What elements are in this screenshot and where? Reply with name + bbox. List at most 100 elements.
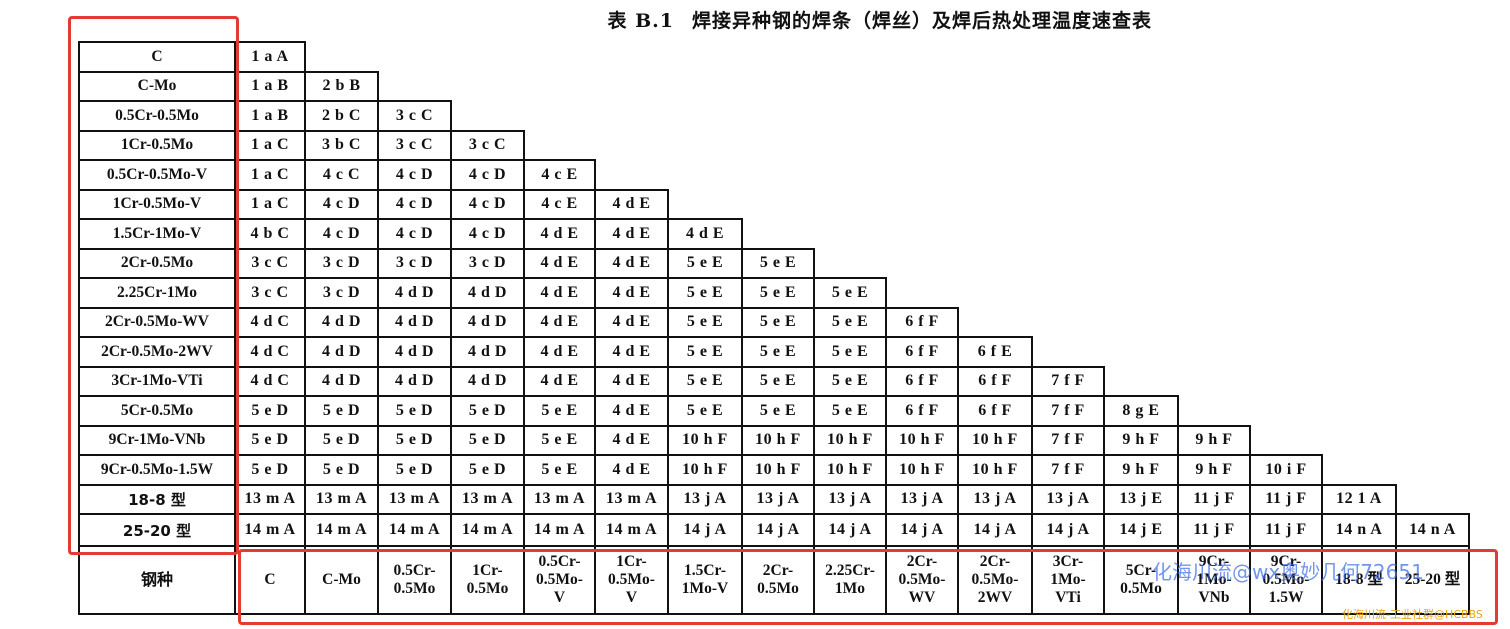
empty-cell: [1104, 42, 1178, 72]
empty-cell: [668, 101, 742, 131]
empty-cell: [1250, 72, 1322, 102]
table-cell: 4 c D: [304, 218, 379, 250]
table-cell: 4 d E: [523, 218, 596, 250]
table-cell: 5 e D: [234, 454, 306, 486]
empty-cell: [1104, 219, 1178, 249]
table-cell: 4 c D: [450, 218, 525, 250]
empty-cell: [886, 190, 958, 220]
table-cell: 5 e D: [377, 454, 452, 486]
empty-cell: [1250, 160, 1322, 190]
empty-cell: [1250, 308, 1322, 338]
empty-cell: [814, 101, 886, 131]
table-cell: 4 d E: [523, 247, 596, 279]
table-cell: 1 a A: [234, 41, 306, 73]
table-cell: 10 h F: [667, 454, 743, 486]
column-header-steel: 0.5Cr- 0.5Mo- V: [523, 545, 596, 615]
empty-cell: [958, 131, 1032, 161]
table-cell: 8 g E: [1103, 395, 1179, 427]
table-cell: 13 j A: [1031, 483, 1105, 515]
empty-cell: [1250, 337, 1322, 367]
table-cell: 4 d E: [523, 306, 596, 338]
table-cell: 13 m A: [304, 483, 379, 515]
empty-cell: [1032, 219, 1104, 249]
table-cell: 10 i F: [1249, 454, 1323, 486]
table-cell: 10 h F: [667, 424, 743, 456]
table-cell: 10 h F: [885, 454, 959, 486]
column-header-steel: 2.25Cr- 1Mo: [813, 545, 887, 615]
empty-cell: [1032, 308, 1104, 338]
table-cell: 4 d E: [594, 336, 669, 368]
table-row: 18-8 型 13 m A 13 m A 13 m A 13 m A 13 m A 13 m…: [78, 483, 1469, 515]
empty-cell: [1396, 278, 1469, 308]
row-header-steel: 25-20 型: [78, 513, 236, 547]
table-cell: 14 m A: [377, 513, 452, 547]
table-cell: 5 e E: [667, 306, 743, 338]
empty-cell: [1396, 308, 1469, 338]
column-header-steel: 1.5Cr- 1Mo-V: [667, 545, 743, 615]
table-cell: 5 e E: [813, 365, 887, 397]
table-cell: 1 a C: [234, 159, 306, 191]
empty-cell: [1396, 131, 1469, 161]
table-cell: 2 b B: [304, 70, 379, 102]
row-header-steel: 2Cr-0.5Mo: [78, 247, 236, 279]
watermark-small-text: 化海川流-工业社群@HCBBS: [1342, 608, 1483, 621]
table-cell: 4 c D: [377, 188, 452, 220]
table-cell: 4 d D: [377, 306, 452, 338]
table-cell: 14 m A: [304, 513, 379, 547]
table-cell: 3 c C: [234, 277, 306, 309]
table-cell: 5 e D: [234, 424, 306, 456]
empty-cell: [814, 160, 886, 190]
empty-cell: [1178, 219, 1250, 249]
column-header-steel: C: [234, 545, 306, 615]
empty-cell: [1178, 190, 1250, 220]
empty-cell: [1322, 190, 1396, 220]
empty-cell: [1250, 190, 1322, 220]
table-cell: 3 b C: [304, 129, 379, 161]
empty-cell: [1396, 101, 1469, 131]
table-cell: 14 j A: [885, 513, 959, 547]
column-header-steel: 2Cr- 0.5Mo- WV: [885, 545, 959, 615]
table-cell: 11 j F: [1249, 483, 1323, 515]
table-cell: 14 j E: [1103, 513, 1179, 547]
table-cell: 4 c E: [523, 188, 596, 220]
table-cell: 6 f F: [957, 395, 1033, 427]
table-cell: 7 f F: [1031, 424, 1105, 456]
table-cell: 5 e D: [377, 395, 452, 427]
empty-cell: [451, 72, 524, 102]
table-cell: 5 e E: [667, 365, 743, 397]
table-cell: 4 d E: [594, 424, 669, 456]
empty-cell: [1178, 367, 1250, 397]
empty-cell: [1250, 396, 1322, 426]
empty-cell: [1396, 337, 1469, 367]
column-header-steel: 5Cr- 0.5Mo: [1103, 545, 1179, 615]
column-header-steel: 25-20 型: [1395, 545, 1470, 615]
table-cell: 4 d E: [594, 188, 669, 220]
empty-cell: [886, 160, 958, 190]
table-cell: 4 d E: [594, 218, 669, 250]
table-cell: 4 c D: [450, 159, 525, 191]
empty-cell: [958, 219, 1032, 249]
empty-cell: [1032, 42, 1104, 72]
empty-cell: [886, 101, 958, 131]
table-cell: 11 j F: [1249, 513, 1323, 547]
empty-cell: [1250, 367, 1322, 397]
table-cell: 4 d E: [594, 277, 669, 309]
empty-cell: [1322, 455, 1396, 485]
footer-row: 钢种 C C-Mo 0.5Cr- 0.5Mo 1Cr- 0.5Mo 0.5Cr- 0.5Mo- V…: [78, 545, 1470, 615]
table-cell: 4 d C: [234, 336, 306, 368]
table-cell: 7 f F: [1031, 395, 1105, 427]
empty-cell: [1178, 337, 1250, 367]
empty-cell: [814, 249, 886, 279]
table-cell: 4 d E: [594, 247, 669, 279]
empty-cell: [524, 72, 595, 102]
table-cell: 3 c D: [304, 247, 379, 279]
table-cell: 4 d D: [377, 336, 452, 368]
table-cell: 3 c D: [450, 247, 525, 279]
table-cell: 5 e E: [667, 247, 743, 279]
